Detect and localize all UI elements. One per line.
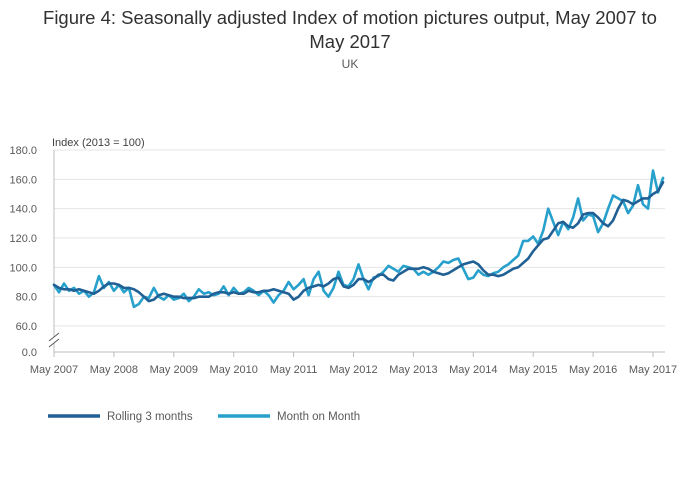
axis-break-mark	[48, 332, 60, 342]
x-tick-label: May 2014	[449, 364, 497, 376]
y-tick-label: 80.0	[16, 292, 37, 304]
x-tick-label: May 2009	[150, 364, 198, 376]
x-tick-label: May 2016	[569, 364, 617, 376]
month-on-month-line	[52, 169, 665, 309]
legend-label-monthly: Month on Month	[277, 411, 360, 423]
chart-title: Figure 4: Seasonally adjusted Index of m…	[0, 6, 700, 54]
x-tick-label: May 2015	[509, 364, 557, 376]
x-tick-label: May 2012	[329, 364, 377, 376]
y-tick-label: 140.0	[9, 204, 37, 216]
axis-break-mark	[48, 338, 60, 348]
y-tick-label: 60.0	[16, 321, 37, 333]
x-tick-label: May 2008	[90, 364, 138, 376]
chart-title-line-2: May 2017	[309, 31, 391, 52]
y-tick-label: 0.0	[22, 347, 37, 359]
legend-label-rolling: Rolling 3 months	[107, 411, 193, 423]
y-axis-title: Index (2013 = 100)	[52, 137, 145, 149]
x-tick-label: May 2007	[30, 364, 78, 376]
chart-title-line-1: Figure 4: Seasonally adjusted Index of m…	[43, 7, 657, 28]
y-tick-label: 160.0	[9, 174, 37, 186]
y-tick-label: 180.0	[9, 145, 37, 157]
x-tick-label: May 2011	[270, 364, 318, 376]
y-tick-label: 100.0	[9, 262, 37, 274]
axis-break-gap	[48, 337, 60, 343]
y-tick-label: 120.0	[9, 233, 37, 245]
x-tick-label: May 2010	[210, 364, 258, 376]
rolling-3-months-line	[52, 181, 665, 303]
chart-subtitle: UK	[341, 57, 359, 71]
x-tick-label: May 2017	[629, 364, 677, 376]
x-tick-label: May 2013	[389, 364, 437, 376]
